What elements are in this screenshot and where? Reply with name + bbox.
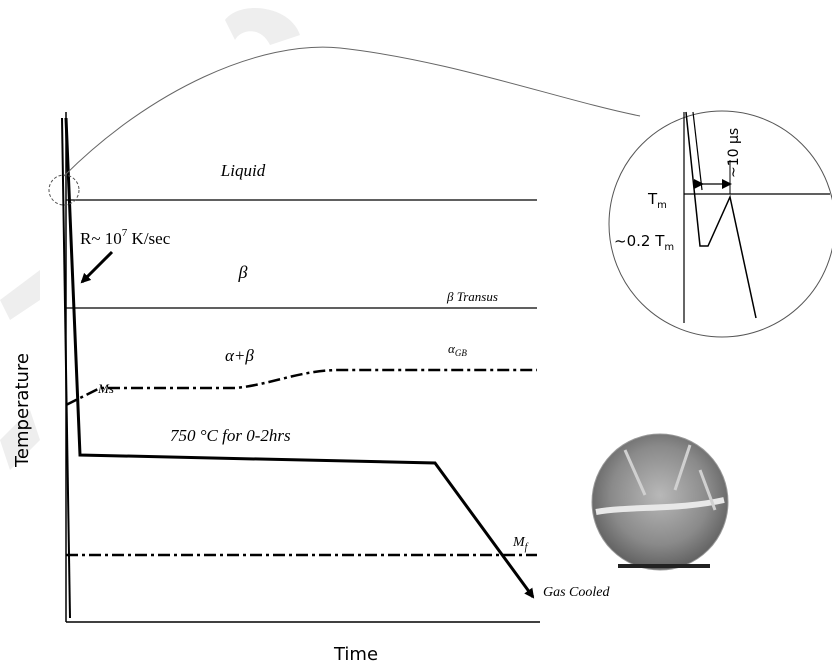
zoom-connector bbox=[64, 47, 640, 176]
watermark bbox=[225, 8, 300, 45]
line-label: β Transus bbox=[446, 289, 498, 304]
region-label: Liquid bbox=[220, 161, 266, 180]
line-label-sub: GB bbox=[455, 348, 467, 358]
region-label: β bbox=[238, 262, 248, 282]
line-label: Ms bbox=[97, 381, 114, 396]
annotation: 750 °C for 0-2hrs bbox=[170, 426, 291, 445]
inset-circle bbox=[609, 111, 832, 337]
annotation: Gas Cooled bbox=[543, 585, 611, 600]
y-axis-label: Temperature bbox=[12, 353, 33, 468]
diagram: Time Temperature Liquid R~ 107 K/sec β β… bbox=[0, 0, 832, 666]
rate-arrow bbox=[82, 252, 112, 282]
line-label-sub: f bbox=[525, 542, 529, 553]
region-label: α+β bbox=[225, 346, 254, 365]
inset-label: ~10 μs bbox=[726, 128, 742, 178]
annotation-text: R~ 10 bbox=[80, 229, 122, 248]
inset-label-sub: m bbox=[657, 200, 667, 211]
line-label: Mf bbox=[512, 535, 529, 553]
ms-line bbox=[66, 370, 537, 405]
line-label: αGB bbox=[448, 341, 467, 358]
inset-label-text: ~0.2 T bbox=[614, 232, 665, 250]
inset-label-sub: m bbox=[664, 242, 674, 253]
annotation-text: K/sec bbox=[127, 229, 170, 248]
annotation: R~ 107 K/sec bbox=[80, 227, 171, 248]
x-axis-label: Time bbox=[333, 644, 378, 665]
